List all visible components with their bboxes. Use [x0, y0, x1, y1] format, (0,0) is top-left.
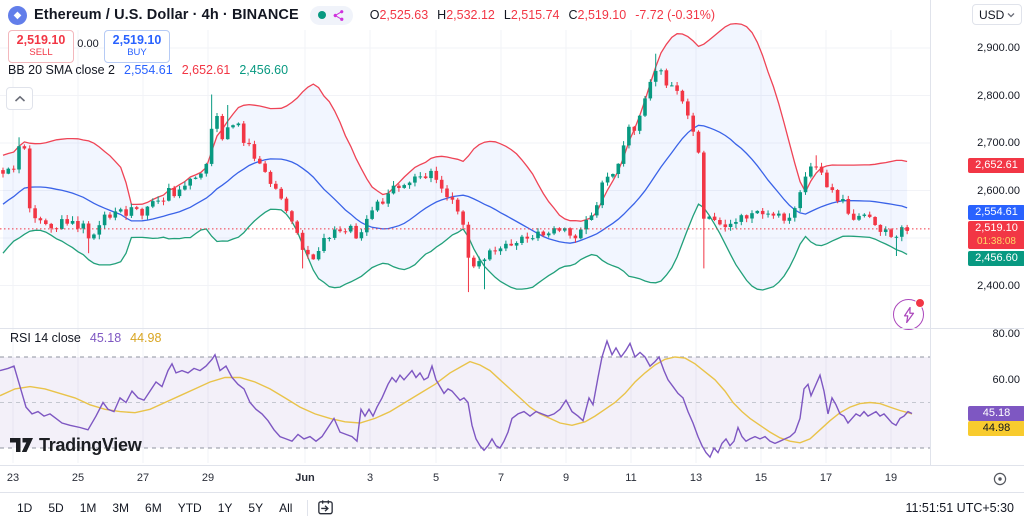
bollinger-basis-value: 2,554.61	[124, 63, 173, 77]
tradingview-mark-icon	[10, 438, 33, 452]
sell-label: SELL	[29, 47, 53, 58]
change-value: -7.72 (-0.31%)	[635, 8, 716, 22]
chevron-down-icon	[1007, 12, 1015, 17]
range-button-1y[interactable]: 1Y	[217, 500, 233, 515]
close-label: C	[568, 8, 578, 22]
bb-lower-badge: 2,456.60	[968, 251, 1024, 267]
time-tick-label: 25	[71, 472, 85, 484]
time-axis[interactable]: 23 25 27 29 Jun 3 5 7 9 11 13 15 17 19	[0, 465, 1024, 493]
range-button-all[interactable]: All	[279, 500, 293, 515]
time-tick-label: 15	[754, 472, 768, 484]
alert-button[interactable]	[893, 298, 925, 330]
rsi-axis-label: 80.00	[992, 328, 1020, 341]
clock-timezone[interactable]: 11:51:51 UTC+5:30	[905, 500, 1014, 515]
bollinger-label: BB 20 SMA close 2	[8, 63, 116, 77]
rsi-ma-badge: 44.98	[968, 421, 1024, 437]
rsi-ma-value: 44.98	[130, 331, 162, 345]
range-button-1d[interactable]: 1D	[17, 500, 33, 515]
price-axis-label: 2,400.00	[977, 279, 1020, 292]
high-label: H	[437, 8, 447, 22]
lightning-bolt-icon	[903, 306, 914, 323]
time-tick-label: 17	[819, 472, 833, 484]
buy-button[interactable]: 2,519.10 BUY	[104, 30, 170, 63]
time-tick-label: 23	[6, 472, 20, 484]
bb-upper-badge: 2,652.61	[968, 158, 1024, 173]
alert-notification-dot	[915, 298, 925, 308]
pane-divider[interactable]	[0, 328, 1024, 329]
tradingview-logo-text: TradingView	[39, 435, 142, 455]
market-open-dot-icon	[317, 11, 326, 19]
time-tick-label: 13	[689, 472, 703, 484]
tradingview-logo[interactable]: TradingView	[10, 435, 142, 456]
price-axis-label: 2,600.00	[977, 184, 1020, 197]
range-button-ytd[interactable]: YTD	[177, 500, 202, 515]
time-tick-label: 27	[136, 472, 150, 484]
bottom-toolbar: 1D 5D 1M 3M 6M YTD 1Y 5Y All 11:51:51 UTC+5:30	[0, 492, 1024, 522]
go-to-date-button[interactable]	[316, 498, 335, 517]
time-tick-label: Jun	[295, 472, 315, 484]
range-button-1m[interactable]: 1M	[79, 500, 97, 515]
bollinger-legend[interactable]: BB 20 SMA close 2 2,554.61 2,652.61 2,45…	[8, 63, 288, 77]
rsi-axis-label: 60.00	[992, 373, 1020, 386]
time-tick-label: 11	[625, 472, 637, 484]
buy-label: BUY	[127, 47, 147, 58]
bollinger-lower-value: 2,456.60	[239, 63, 289, 77]
symbol-title[interactable]: Ethereum / U.S. Dollar · 4h · BINANCE	[34, 7, 299, 23]
time-tick-label: 5	[432, 472, 440, 484]
rsi-value: 45.18	[89, 331, 122, 345]
toolbar-divider	[307, 499, 309, 516]
close-value: 2,519.10	[577, 8, 627, 22]
low-value: 2,515.74	[510, 8, 560, 22]
price-axis-label: 2,800.00	[977, 89, 1020, 102]
currency-dropdown[interactable]: USD	[972, 4, 1022, 25]
last-price-badge: 2,519.10 01:38:08	[968, 221, 1024, 250]
symbol-header: ◆ Ethereum / U.S. Dollar · 4h · BINANCE …	[8, 4, 715, 26]
rsi-legend[interactable]: RSI 14 close 45.18 44.98	[10, 331, 161, 345]
ethereum-logo-icon: ◆	[8, 5, 27, 25]
price-axis-label: 2,900.00	[977, 42, 1020, 54]
currency-value: USD	[979, 7, 1005, 22]
rsi-value-badge: 45.18	[968, 405, 1024, 421]
open-label: O	[369, 8, 380, 22]
buy-price: 2,519.10	[112, 33, 162, 47]
ohlc-readout: O2,525.63 H2,532.12 L2,515.74 C2,519.10 …	[370, 8, 715, 22]
bollinger-upper-value: 2,652.61	[181, 63, 231, 77]
calendar-arrow-icon	[318, 500, 334, 515]
high-value: 2,532.12	[446, 8, 495, 22]
sell-button[interactable]: 2,519.10 SELL	[8, 30, 74, 63]
chevron-up-icon	[14, 95, 25, 102]
open-value: 2,525.63	[379, 8, 429, 22]
rsi-label: RSI 14 close	[10, 331, 81, 345]
bb-basis-badge: 2,554.61	[968, 204, 1024, 220]
share-icon	[333, 9, 344, 21]
spread-value: 0.00	[77, 38, 99, 50]
range-button-5d[interactable]: 5D	[48, 500, 64, 515]
range-button-5y[interactable]: 5Y	[248, 500, 264, 515]
time-tick-label: 29	[201, 472, 215, 484]
price-axis-label: 2,700.00	[977, 137, 1020, 149]
range-button-6m[interactable]: 6M	[145, 500, 162, 515]
chart-canvas[interactable]	[0, 0, 930, 465]
market-status-pill[interactable]	[309, 5, 353, 25]
time-tick-label: 19	[884, 472, 898, 484]
time-tick-label: 3	[366, 472, 374, 484]
time-axis-settings-icon[interactable]	[992, 471, 1008, 487]
sell-price: 2,519.10	[16, 33, 66, 47]
low-label: L	[503, 8, 511, 22]
collapse-pane-button[interactable]	[6, 87, 33, 110]
time-tick-label: 7	[497, 472, 505, 484]
range-button-3m[interactable]: 3M	[112, 500, 130, 515]
price-axis[interactable]: USD 2,900.00 2,800.00 2,700.00 2,600.00 2,40…	[930, 0, 1024, 465]
time-tick-label: 9	[562, 472, 570, 484]
